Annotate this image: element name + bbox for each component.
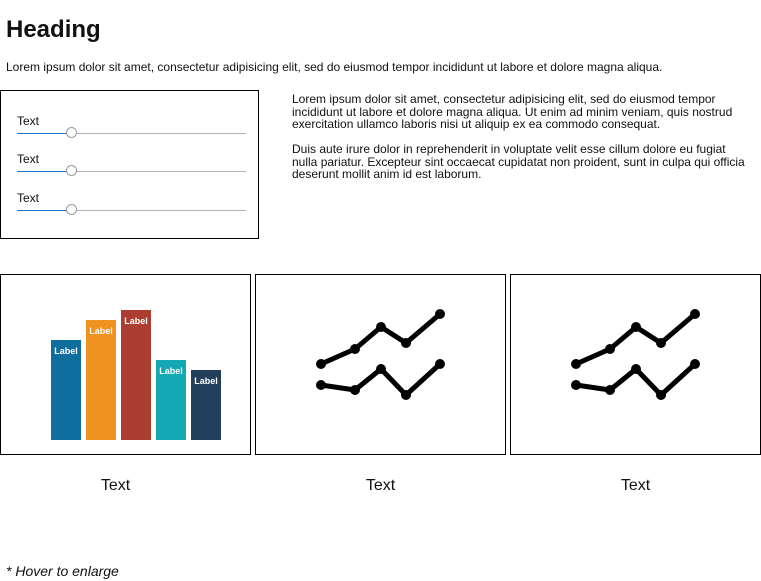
slider-fill (17, 210, 72, 211)
bar-label: Label (89, 326, 113, 336)
slider-row: Text (17, 114, 246, 142)
bar-label: Label (54, 346, 78, 356)
data-point (571, 359, 581, 369)
bar-label: Label (194, 376, 218, 386)
series-line (318, 311, 443, 367)
slider-fill (17, 133, 72, 134)
slider-row: Text (17, 152, 246, 180)
data-point (316, 380, 326, 390)
line-chart (316, 309, 445, 400)
series-line (573, 311, 698, 367)
slider-track[interactable] (17, 171, 246, 172)
line-chart-card[interactable] (255, 274, 506, 455)
bar (121, 310, 151, 440)
data-point (605, 344, 615, 354)
slider-thumb[interactable] (65, 204, 77, 215)
bar-chart: Label Label Label Label Label (51, 310, 221, 440)
data-point (631, 364, 641, 374)
data-point (376, 364, 386, 374)
intro-text: Lorem ipsum dolor sit amet, consectetur … (6, 60, 663, 74)
paragraph: Duis aute irure dolor in reprehenderit i… (292, 142, 745, 181)
data-point (571, 380, 581, 390)
card-caption: Text (100, 477, 131, 494)
bar (51, 340, 81, 440)
slider-thumb[interactable] (65, 127, 77, 138)
slider-track[interactable] (17, 133, 246, 134)
line-chart (571, 309, 700, 400)
data-point (316, 359, 326, 369)
slider-label: Text (17, 114, 40, 128)
bar (86, 320, 116, 440)
bar-label: Label (159, 366, 183, 376)
slider-thumb[interactable] (65, 165, 77, 176)
card-caption: Text (620, 477, 651, 494)
data-point (350, 385, 360, 395)
data-point (401, 390, 411, 400)
data-point (690, 309, 700, 319)
data-point (350, 344, 360, 354)
bar (156, 360, 186, 440)
slider-row: Text (17, 191, 246, 219)
data-point (656, 390, 666, 400)
data-point (656, 338, 666, 348)
bar-label: Label (124, 316, 148, 326)
hover-hint: * Hover to enlarge (6, 563, 119, 579)
data-point (376, 322, 386, 332)
slider-label: Text (17, 152, 40, 166)
data-point (401, 338, 411, 348)
card-caption: Text (365, 477, 396, 494)
paragraph: Lorem ipsum dolor sit amet, consectetur … (292, 92, 733, 131)
bar-chart-card[interactable]: Label Label Label Label Label (0, 274, 251, 455)
data-point (435, 359, 445, 369)
slider-label: Text (17, 191, 40, 205)
body-text: Lorem ipsum dolor sit amet, consectetur … (292, 93, 754, 181)
page-heading: Heading (6, 16, 101, 43)
slider-track[interactable] (17, 210, 246, 211)
data-point (690, 359, 700, 369)
line-chart-card[interactable] (510, 274, 761, 455)
data-point (631, 322, 641, 332)
data-point (435, 309, 445, 319)
data-point (605, 385, 615, 395)
bar (191, 370, 221, 440)
slider-fill (17, 171, 72, 172)
slider-panel: Text Text Text (0, 90, 259, 239)
